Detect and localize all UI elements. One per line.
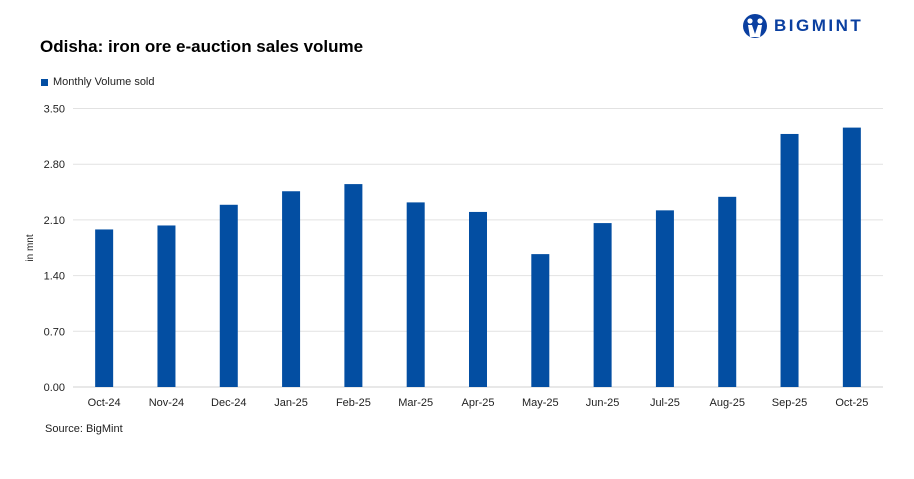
- x-tick-label: Oct-25: [835, 397, 868, 409]
- x-tick-label: Sep-25: [772, 397, 807, 409]
- x-tick-label: Nov-24: [149, 397, 184, 409]
- y-tick-label: 3.50: [44, 104, 65, 116]
- legend-swatch: [41, 78, 48, 86]
- x-tick-label: Oct-24: [88, 397, 121, 409]
- x-tick-label: May-25: [522, 397, 559, 409]
- legend: Monthly Volume sold: [41, 76, 155, 88]
- x-tick-label: Feb-25: [336, 397, 371, 409]
- bar-mar-25: [406, 202, 425, 387]
- source-note: Source: BigMint: [45, 423, 123, 435]
- bar-aug-25: [718, 196, 737, 387]
- bar-nov-24: [157, 225, 176, 387]
- x-tick-label: Dec-24: [211, 397, 246, 409]
- y-tick-label: 1.40: [44, 271, 65, 283]
- bigmint-logo-icon: [743, 14, 767, 38]
- logo-text: BIGMINT: [774, 16, 864, 35]
- y-tick-label: 2.80: [44, 159, 65, 171]
- y-axis-label: in mnt: [25, 234, 36, 261]
- bar-jul-25: [655, 210, 674, 387]
- y-tick-label: 0.70: [44, 326, 65, 338]
- x-tick-label: Mar-25: [398, 397, 433, 409]
- bar-jun-25: [593, 223, 612, 387]
- x-tick-label: Jan-25: [274, 397, 308, 409]
- x-tick-label: Apr-25: [461, 397, 494, 409]
- bar-dec-24: [219, 204, 238, 387]
- bigmint-logo: BIGMINT: [742, 12, 863, 40]
- bar-jan-25: [282, 191, 301, 387]
- legend-label: Monthly Volume sold: [53, 76, 155, 88]
- bar-oct-25: [842, 127, 861, 388]
- y-tick-label: 2.10: [44, 215, 65, 227]
- bar-oct-24: [95, 229, 114, 387]
- x-tick-label: Aug-25: [709, 397, 744, 409]
- bar-apr-25: [469, 211, 487, 387]
- x-tick-label: Jun-25: [586, 397, 620, 409]
- chart-title: Odisha: iron ore e-auction sales volume: [40, 37, 364, 56]
- bar-may-25: [531, 254, 550, 387]
- bar-sep-25: [780, 133, 799, 387]
- bar-feb-25: [344, 184, 363, 387]
- y-tick-label: 0.00: [44, 382, 65, 394]
- x-tick-label: Jul-25: [650, 397, 680, 409]
